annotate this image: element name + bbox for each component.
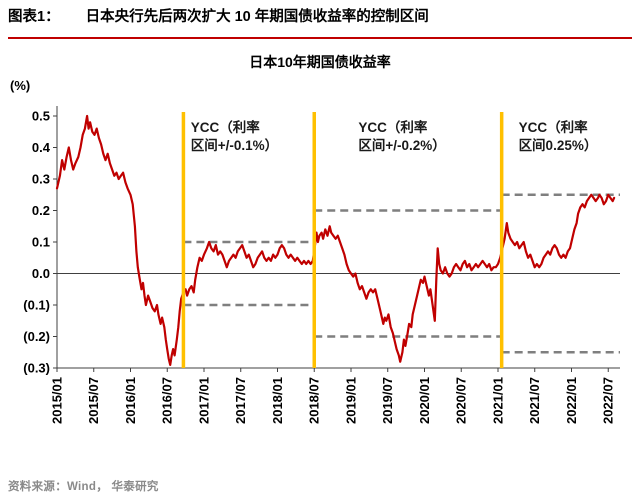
x-tick-label: 2018/01 — [270, 377, 285, 424]
y-tick-label: (0.3) — [23, 361, 50, 376]
x-tick-label: 2016/07 — [160, 377, 175, 424]
x-tick-label: 2021/01 — [490, 377, 505, 424]
figure-title: 日本央行先后两次扩大 10 年期国债收益率的控制区间 — [85, 9, 429, 25]
y-tick-label: (0.2) — [23, 329, 50, 344]
x-tick-label: 2016/01 — [123, 377, 138, 424]
x-tick-label: 2020/07 — [454, 377, 469, 424]
y-tick-label: (0.1) — [23, 298, 50, 313]
yield-chart-svg: 0.5 0.4 0.3 0.2 0.1 0.0 (0.1) (0.2) (0.3)2015/01… — [23, 106, 620, 424]
x-tick-label: 2015/01 — [50, 377, 65, 424]
figure-header: 图表1： 日本央行先后两次扩大 10 年期国债收益率的控制区间 — [8, 6, 632, 39]
x-tick-label: 2019/01 — [343, 377, 358, 424]
x-tick-label: 2021/07 — [527, 377, 542, 424]
x-tick-label: 2022/01 — [564, 377, 579, 424]
figure-label: 图表1： — [8, 9, 60, 25]
y-tick-label: 0.4 — [32, 140, 51, 155]
ycc-annotation: 区间0.25%） — [519, 137, 598, 153]
x-tick-label: 2022/07 — [601, 377, 616, 424]
x-tick-label: 2020/01 — [417, 377, 432, 424]
yield-line — [55, 114, 616, 366]
y-tick-label: 0.5 — [32, 109, 50, 124]
ycc-annotation: 区间+/-0.2%） — [358, 137, 445, 153]
y-axis-unit-label: (%) — [10, 78, 31, 93]
yield-chart: 0.5 0.4 0.3 0.2 0.1 0.0 (0.1) (0.2) (0.3) 2015/01… — [0, 96, 640, 446]
ycc-annotation: YCC（利率 — [191, 119, 261, 135]
x-tick-label: 2015/07 — [86, 377, 101, 424]
x-tick-label: 2018/07 — [307, 377, 322, 424]
x-tick-label: 2019/07 — [380, 377, 395, 424]
x-tick-label: 2017/01 — [196, 377, 211, 424]
ycc-annotation: YCC（利率 — [358, 119, 428, 135]
chart-title: 日本10年期国债收益率 — [249, 54, 391, 70]
source-note: 资料来源：Wind， 华泰研究 — [8, 481, 159, 493]
y-tick-label: 0.1 — [32, 235, 50, 250]
x-tick-label: 2017/07 — [233, 377, 248, 424]
y-tick-label: 0.3 — [32, 172, 50, 187]
y-tick-label: 0.0 — [32, 266, 50, 281]
ycc-annotation: YCC（利率 — [519, 119, 589, 135]
y-tick-label: 0.2 — [32, 203, 50, 218]
ycc-annotation: 区间+/-0.1%） — [191, 137, 278, 153]
